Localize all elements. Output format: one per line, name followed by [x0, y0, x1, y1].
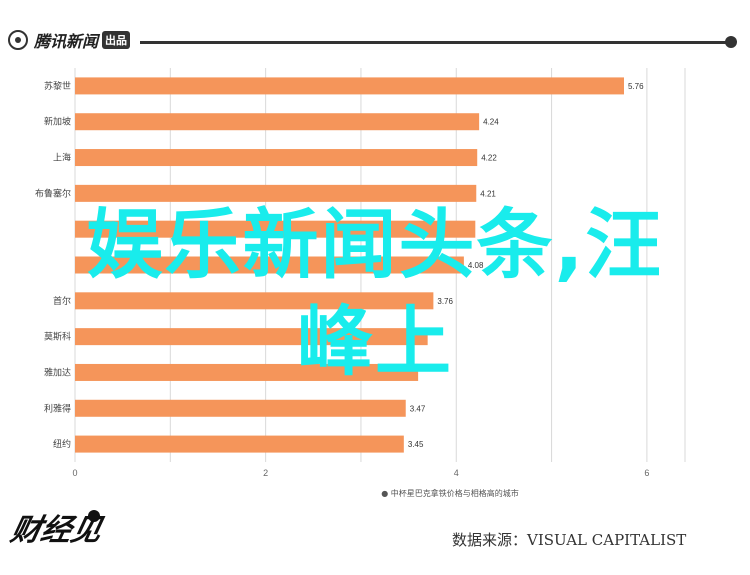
- x-tick-label: 6: [644, 468, 649, 478]
- brand-dot-icon: [88, 510, 100, 522]
- category-label: 新加坡: [44, 116, 71, 128]
- logo-badge: 出品: [102, 31, 131, 49]
- value-label: 4.08: [468, 261, 484, 270]
- x-axis-title: ● 中杯星巴克拿铁价格与相格高的城市: [381, 488, 519, 498]
- bar-chart: 0 2 4 6 苏黎世 5.76 新加坡 4.24 上海 4.22 布鲁塞尔 4.21 4.08 首尔 3.…: [35, 68, 686, 498]
- value-label: 3.45: [408, 440, 424, 449]
- x-tick-label: 2: [263, 468, 268, 478]
- logo: 腾讯新闻 出品: [8, 28, 131, 52]
- header-divider: [140, 41, 730, 44]
- bar: [75, 256, 464, 274]
- category-label: 布鲁塞尔: [35, 187, 71, 199]
- bar: [75, 220, 476, 238]
- x-tick-label: 4: [454, 468, 459, 478]
- logo-text: 腾讯新闻: [34, 34, 99, 51]
- bar: [75, 328, 428, 346]
- category-label: 首尔: [53, 295, 71, 307]
- bar: [75, 292, 434, 310]
- overlay-headline-line1: 娱乐新闻头条,汪: [86, 200, 664, 289]
- bar: [75, 435, 404, 453]
- value-label: 4.21: [480, 189, 496, 198]
- header-dot-icon: [725, 36, 737, 48]
- value-label: 5.76: [628, 82, 644, 91]
- bar: [75, 77, 624, 95]
- bar: [75, 184, 477, 202]
- bar: [75, 399, 406, 417]
- category-label: 苏黎世: [44, 80, 71, 92]
- bar: [75, 113, 480, 131]
- category-label: 莫斯科: [44, 331, 71, 343]
- category-label: 雅加达: [44, 366, 71, 378]
- bar: [75, 149, 478, 167]
- tencent-logo-icon: [8, 30, 28, 50]
- header: 腾讯新闻 出品: [0, 0, 750, 80]
- category-label: 纽约: [53, 438, 71, 450]
- x-tick-label: 0: [72, 468, 77, 478]
- value-label: 3.47: [410, 404, 426, 413]
- category-label: 上海: [53, 152, 71, 164]
- bar: [75, 363, 419, 381]
- overlay-headline-line2: 峰上: [297, 297, 453, 386]
- source-note: 数据来源：VISUAL CAPITALIST: [452, 531, 687, 549]
- value-label: 4.24: [483, 118, 499, 127]
- category-label: 利雅得: [44, 402, 71, 414]
- value-label: 4.22: [481, 154, 497, 163]
- value-label: 3.76: [437, 297, 453, 306]
